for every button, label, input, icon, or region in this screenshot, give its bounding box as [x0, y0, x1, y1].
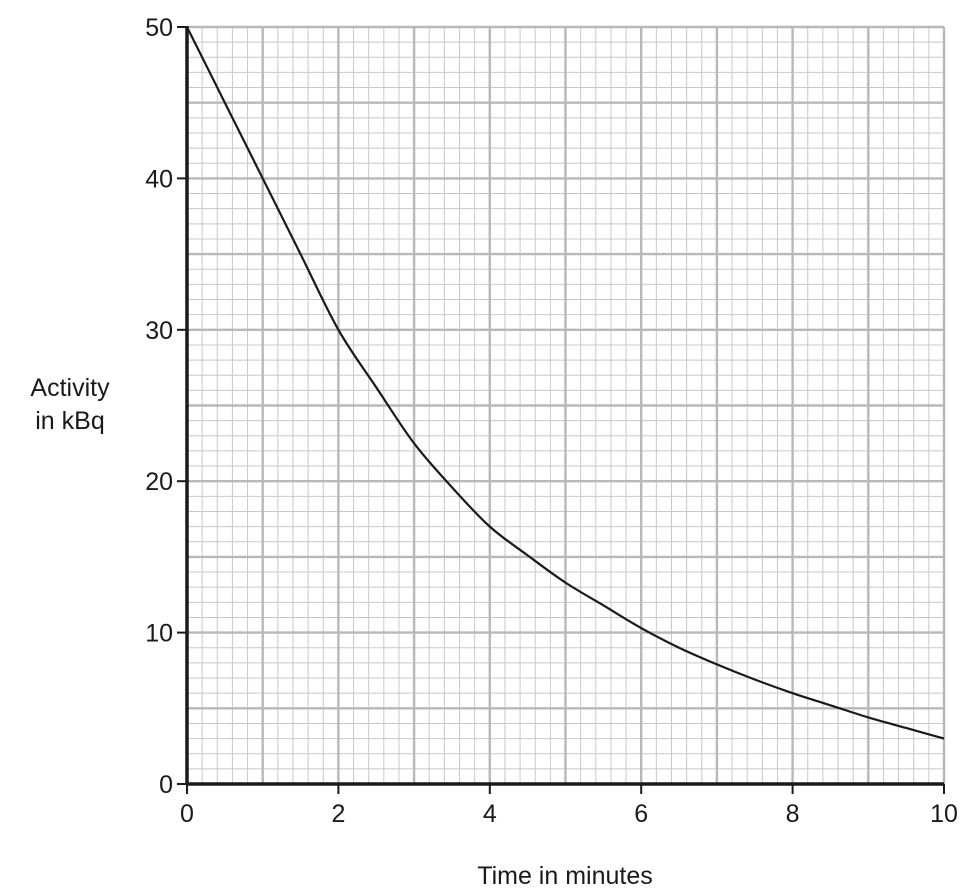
x-axis-label: Time in minutes	[477, 862, 653, 890]
x-tick-label: 8	[786, 800, 800, 828]
y-tick-label: 0	[159, 771, 173, 799]
y-tick-label: 30	[145, 317, 173, 345]
y-tick-label: 40	[145, 165, 173, 193]
x-tick-label: 10	[930, 800, 958, 828]
y-ticks: 0 10 20 30 40 50	[145, 14, 187, 799]
y-axis-label-line-2: in kBq	[35, 407, 104, 435]
x-ticks: 0 2 4 6 8 10	[180, 784, 958, 828]
y-tick-label: 20	[145, 468, 173, 496]
x-tick-label: 4	[483, 800, 497, 828]
y-tick-label: 10	[145, 620, 173, 648]
x-tick-label: 2	[331, 800, 345, 828]
y-tick-label: 50	[145, 14, 173, 42]
x-tick-label: 6	[634, 800, 648, 828]
x-tick-label: 0	[180, 800, 194, 828]
y-axis-label-line-1: Activity	[30, 374, 110, 402]
data-line	[186, 26, 945, 740]
major-grid	[185, 25, 946, 786]
